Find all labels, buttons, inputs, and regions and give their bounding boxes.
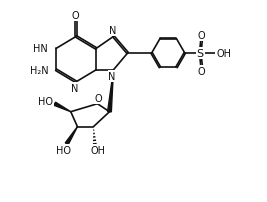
Text: OH: OH (216, 49, 231, 59)
Polygon shape (108, 70, 113, 112)
Text: HN: HN (33, 44, 48, 54)
Text: N: N (109, 26, 117, 36)
Polygon shape (54, 103, 71, 112)
Text: O: O (198, 31, 205, 41)
Text: HO: HO (56, 145, 71, 155)
Text: OH: OH (91, 145, 105, 155)
Polygon shape (65, 127, 77, 145)
Text: S: S (197, 49, 204, 59)
Text: N: N (71, 84, 78, 94)
Text: O: O (198, 67, 205, 77)
Text: H₂N: H₂N (30, 65, 49, 75)
Text: N: N (108, 72, 116, 82)
Text: HO: HO (38, 97, 53, 106)
Text: O: O (95, 93, 103, 103)
Text: O: O (72, 11, 79, 21)
